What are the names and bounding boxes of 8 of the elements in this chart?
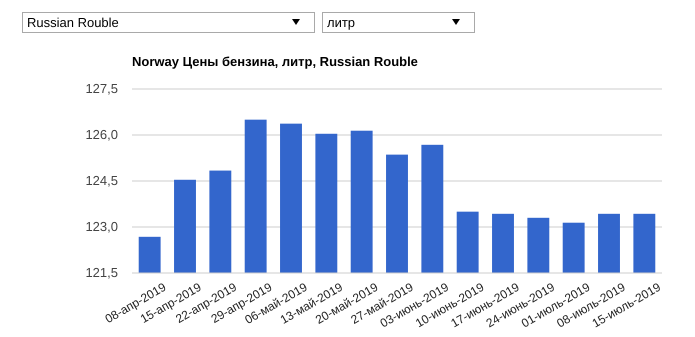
dropdown-field: литр xyxy=(322,12,475,33)
dropdown-field: Russian Rouble xyxy=(22,12,315,33)
y-tick-label: 126,0 xyxy=(85,127,118,142)
y-tick-label: 127,5 xyxy=(85,81,118,96)
y-tick-label: 121,5 xyxy=(85,265,118,280)
y-tick-label: 124,5 xyxy=(85,173,118,188)
y-tick-label: 123,0 xyxy=(85,219,118,234)
chart-title: Norway Цены бензина, литр, Russian Rouble xyxy=(132,54,418,69)
